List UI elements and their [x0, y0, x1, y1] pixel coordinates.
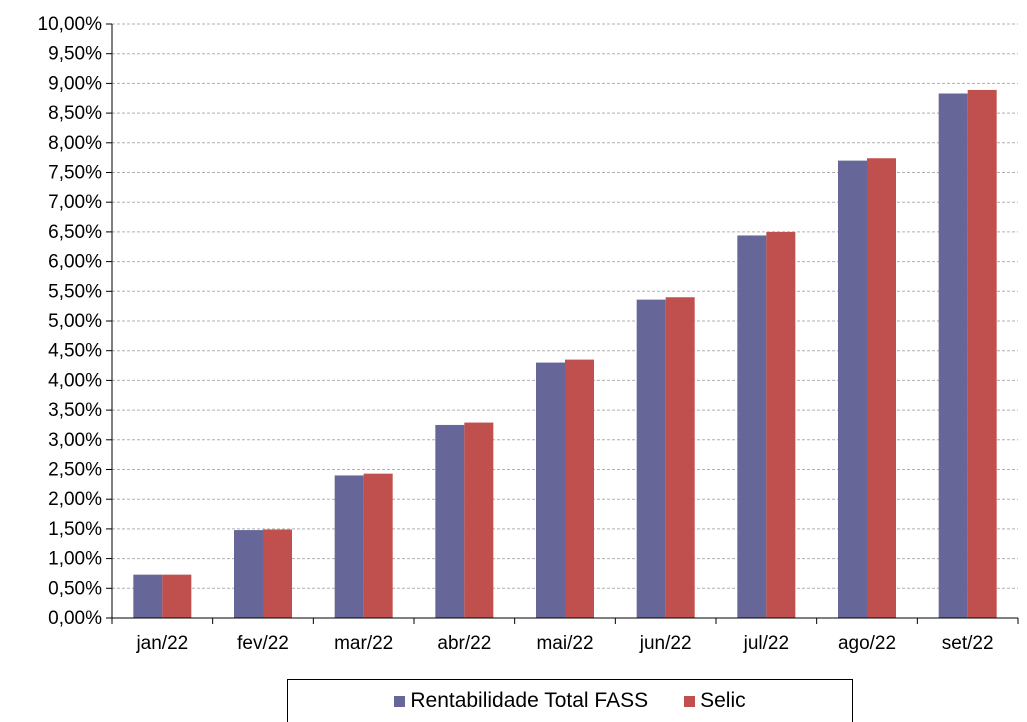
- y-tick-label: 3,00%: [48, 430, 102, 451]
- bar-selic-2: [263, 529, 292, 618]
- y-tick-label: 7,50%: [48, 163, 102, 184]
- x-tick-label: jul/22: [743, 633, 789, 654]
- y-tick-labels: 0,00% 0,50% 1,00% 1,50% 2,00% 2,50% 3,00% 3,50%…: [38, 14, 103, 629]
- x-tick-label: jan/22: [135, 633, 188, 654]
- y-tick-label: 9,50%: [48, 44, 102, 65]
- bar-rentabilidade-8: [838, 160, 867, 618]
- legend-swatch-series-2: [684, 695, 696, 707]
- bar-selic-1: [162, 574, 192, 618]
- bar-rentabilidade-7: [737, 235, 767, 619]
- y-tick-label: 0,00%: [48, 608, 102, 629]
- bar-selic-9: [967, 89, 997, 618]
- x-tick-label: abr/22: [437, 633, 491, 654]
- bar-selic-8: [867, 158, 896, 618]
- legend-swatch-series-1: [394, 695, 406, 707]
- legend-item-series-2: Selic: [684, 689, 746, 713]
- y-tick-label: 8,50%: [48, 103, 102, 124]
- bar-selic-6: [665, 297, 695, 618]
- legend: Rentabilidade Total FASS Selic: [287, 679, 853, 722]
- bar-rentabilidade-1: [133, 574, 163, 618]
- y-tick-label: 0,50%: [48, 578, 102, 599]
- y-tick-label: 5,00%: [48, 311, 102, 332]
- bar-rentabilidade-9: [938, 93, 968, 619]
- legend-item-series-1: Rentabilidade Total FASS: [394, 689, 648, 713]
- x-tick-labels: jan/22 fev/22 mar/22 abr/22 mai/22 jun/22 jul/…: [135, 633, 993, 654]
- bar-rentabilidade-4: [435, 424, 465, 618]
- bar-rentabilidade-3: [334, 475, 364, 618]
- y-tick-label: 7,00%: [48, 192, 102, 213]
- bar-selic-7: [766, 231, 796, 618]
- bar-chart: 0,00% 0,50% 1,00% 1,50% 2,00% 2,50% 3,00% 3,50%…: [38, 14, 1019, 654]
- x-tick-label: mai/22: [536, 633, 593, 654]
- bar-rentabilidade-6: [636, 299, 666, 618]
- x-tick-label: ago/22: [838, 633, 896, 654]
- bar-rentabilidade-2: [234, 530, 263, 618]
- y-tick-label: 3,50%: [48, 400, 102, 421]
- y-tick-label: 10,00%: [38, 14, 103, 35]
- y-tick-label: 4,00%: [48, 370, 102, 391]
- legend-label-series-1: Rentabilidade Total FASS: [410, 689, 649, 712]
- y-tick-label: 6,00%: [48, 252, 102, 273]
- x-tick-label: set/22: [942, 633, 994, 654]
- bar-selic-3: [363, 473, 393, 618]
- axes: [106, 23, 1019, 624]
- bar-selic-5: [565, 359, 594, 618]
- x-tick-label: jun/22: [639, 633, 692, 654]
- y-tick-label: 4,50%: [48, 341, 102, 362]
- y-tick-label: 6,50%: [48, 222, 102, 243]
- y-tick-label: 5,50%: [48, 281, 102, 302]
- y-tick-label: 1,00%: [48, 549, 102, 570]
- legend-label-series-2: Selic: [700, 689, 746, 712]
- y-tick-label: 2,00%: [48, 489, 102, 510]
- bar-selic-4: [464, 422, 494, 618]
- bar-rentabilidade-5: [536, 362, 565, 618]
- y-tick-label: 9,00%: [48, 73, 102, 94]
- bars: [133, 89, 997, 619]
- x-tick-label: fev/22: [237, 633, 289, 654]
- y-tick-label: 8,00%: [48, 133, 102, 154]
- y-tick-label: 1,50%: [48, 519, 102, 540]
- y-tick-label: 2,50%: [48, 460, 102, 481]
- x-tick-label: mar/22: [334, 633, 393, 654]
